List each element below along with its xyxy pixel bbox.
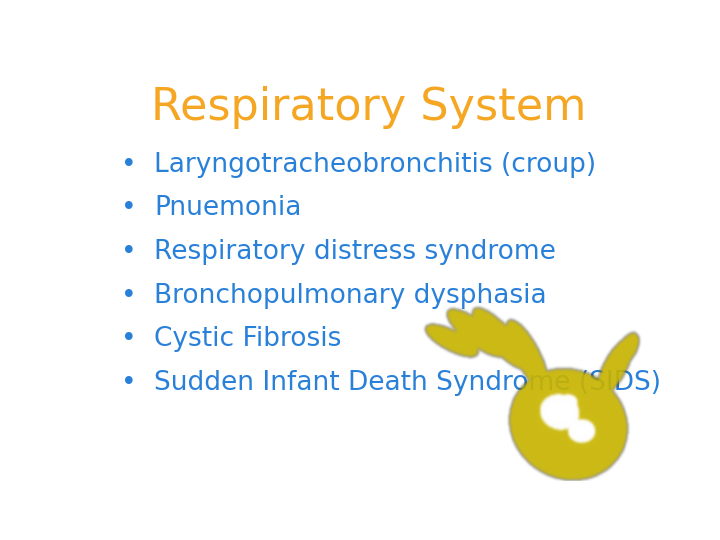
Text: •: • xyxy=(121,370,137,396)
Text: Respiratory System: Respiratory System xyxy=(151,85,587,129)
Text: Pnuemonia: Pnuemonia xyxy=(154,195,302,221)
Text: •: • xyxy=(121,195,137,221)
Text: Laryngotracheobronchitis (croup): Laryngotracheobronchitis (croup) xyxy=(154,152,596,178)
Text: •: • xyxy=(121,282,137,308)
Text: Sudden Infant Death Syndrome (SIDS): Sudden Infant Death Syndrome (SIDS) xyxy=(154,370,661,396)
Text: •: • xyxy=(121,152,137,178)
Text: Bronchopulmonary dysphasia: Bronchopulmonary dysphasia xyxy=(154,282,546,308)
Text: Cystic Fibrosis: Cystic Fibrosis xyxy=(154,326,341,352)
Text: •: • xyxy=(121,239,137,265)
Text: •: • xyxy=(121,326,137,352)
Text: Respiratory distress syndrome: Respiratory distress syndrome xyxy=(154,239,556,265)
